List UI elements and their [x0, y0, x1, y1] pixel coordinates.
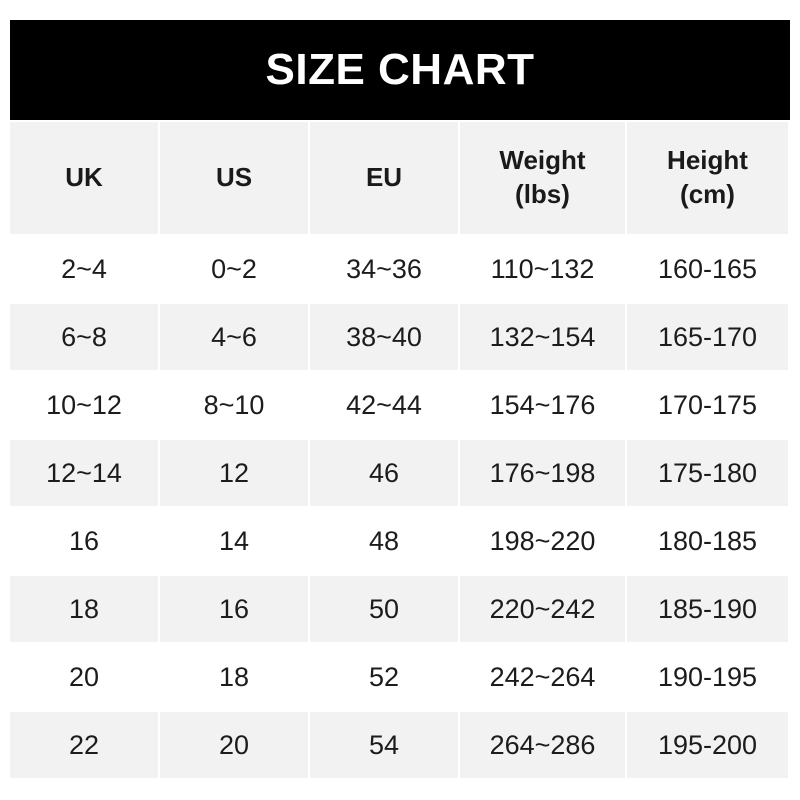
table-cell: 2~4 [10, 236, 158, 302]
column-header: EU [310, 122, 458, 234]
table-cell: 14 [160, 508, 308, 574]
header-row: UK US EU Weight (lbs) Height (cm) [10, 122, 788, 234]
column-header: Weight (lbs) [460, 122, 625, 234]
table-cell: 20 [160, 712, 308, 778]
table-row: 16 14 48 198~220 180-185 [10, 508, 788, 574]
table-row: 10~12 8~10 42~44 154~176 170-175 [10, 372, 788, 438]
table-cell: 170-175 [627, 372, 788, 438]
table-row: 6~8 4~6 38~40 132~154 165-170 [10, 304, 788, 370]
table-cell: 110~132 [460, 236, 625, 302]
table-cell: 185-190 [627, 576, 788, 642]
table-cell: 38~40 [310, 304, 458, 370]
table-cell: 175-180 [627, 440, 788, 506]
table-cell: 12 [160, 440, 308, 506]
table-row: 2~4 0~2 34~36 110~132 160-165 [10, 236, 788, 302]
table-row: 12~14 12 46 176~198 175-180 [10, 440, 788, 506]
table-cell: 132~154 [460, 304, 625, 370]
table-cell: 198~220 [460, 508, 625, 574]
table-cell: 12~14 [10, 440, 158, 506]
column-header: US [160, 122, 308, 234]
table-cell: 20 [10, 644, 158, 710]
table-row: 18 16 50 220~242 185-190 [10, 576, 788, 642]
table-cell: 18 [10, 576, 158, 642]
table-cell: 46 [310, 440, 458, 506]
table-cell: 220~242 [460, 576, 625, 642]
column-header: UK [10, 122, 158, 234]
table-cell: 264~286 [460, 712, 625, 778]
table-cell: 34~36 [310, 236, 458, 302]
column-header: Height (cm) [627, 122, 788, 234]
size-table: UK US EU Weight (lbs) Height (cm) 2~4 0~2 34~3… [8, 120, 790, 780]
table-row: 20 18 52 242~264 190-195 [10, 644, 788, 710]
table-cell: 160-165 [627, 236, 788, 302]
table-cell: 10~12 [10, 372, 158, 438]
table-cell: 50 [310, 576, 458, 642]
table-cell: 6~8 [10, 304, 158, 370]
table-cell: 48 [310, 508, 458, 574]
table-cell: 190-195 [627, 644, 788, 710]
table-cell: 242~264 [460, 644, 625, 710]
table-cell: 8~10 [160, 372, 308, 438]
table-cell: 42~44 [310, 372, 458, 438]
table-cell: 18 [160, 644, 308, 710]
table-row: 22 20 54 264~286 195-200 [10, 712, 788, 778]
table-cell: 16 [160, 576, 308, 642]
table-cell: 195-200 [627, 712, 788, 778]
table-cell: 22 [10, 712, 158, 778]
table-cell: 4~6 [160, 304, 308, 370]
table-cell: 165-170 [627, 304, 788, 370]
table-cell: 52 [310, 644, 458, 710]
table-cell: 54 [310, 712, 458, 778]
table-cell: 16 [10, 508, 158, 574]
table-cell: 176~198 [460, 440, 625, 506]
table-cell: 180-185 [627, 508, 788, 574]
chart-title: SIZE CHART [10, 20, 790, 120]
table-cell: 154~176 [460, 372, 625, 438]
table-cell: 0~2 [160, 236, 308, 302]
